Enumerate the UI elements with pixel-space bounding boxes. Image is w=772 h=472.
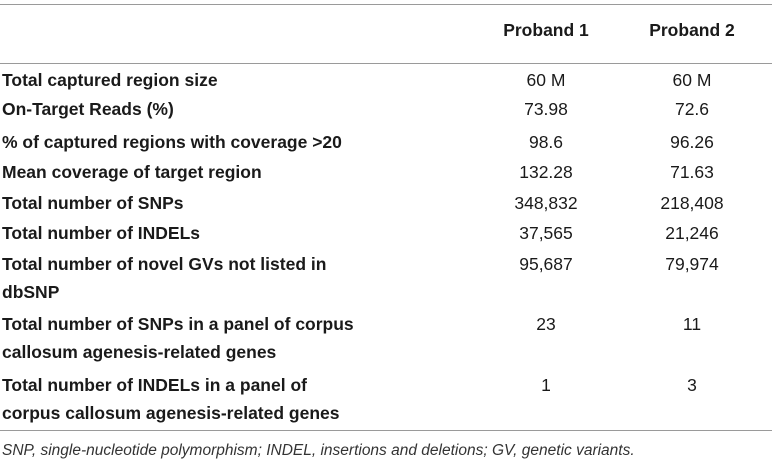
cell-proband-2: 79,974 — [665, 254, 719, 274]
row-label: Total number of novel GVs not listed in … — [2, 253, 462, 303]
row-label: Total captured region size — [2, 69, 462, 91]
row-label: On-Target Reads (%) — [2, 98, 462, 120]
row-label: Total number of INDELs — [2, 222, 462, 244]
column-header-proband-1: Proband 1 — [503, 20, 589, 40]
row-label-line: Total number of SNPs — [2, 193, 184, 213]
row-label-line: Total number of novel GVs not listed in — [2, 254, 327, 274]
cell-proband-2: 21,246 — [665, 223, 719, 243]
cell-proband-2: 218,408 — [660, 193, 724, 213]
row-label-line: callosum agenesis-related genes — [2, 342, 277, 362]
row-label: Total number of INDELs in a panel of cor… — [2, 374, 462, 424]
row-label-line: Total number of INDELs — [2, 223, 201, 243]
row-label-line: Total captured region size — [2, 70, 218, 90]
table-bottom-rule — [0, 430, 772, 431]
cell-proband-1: 95,687 — [519, 254, 573, 274]
row-label-line: dbSNP — [2, 282, 60, 302]
table-top-rule — [0, 4, 772, 5]
table-footnote: SNP, single-nucleotide polymorphism; IND… — [2, 442, 635, 459]
cell-proband-1: 60 M — [526, 70, 566, 90]
table-header-rule — [0, 63, 772, 64]
cell-proband-1: 348,832 — [514, 193, 578, 213]
cell-proband-2: 60 M — [672, 70, 712, 90]
cell-proband-1: 132.28 — [519, 162, 573, 182]
cell-proband-1: 73.98 — [524, 99, 568, 119]
row-label-line: Total number of INDELs in a panel of — [2, 375, 307, 395]
row-label: Total number of SNPs in a panel of corpu… — [2, 313, 462, 363]
cell-proband-1: 1 — [541, 375, 551, 395]
row-label-line: On-Target Reads (%) — [2, 99, 174, 119]
cell-proband-1: 98.6 — [528, 132, 564, 152]
cell-proband-2: 96.26 — [670, 132, 714, 152]
cell-proband-1: 23 — [536, 314, 556, 334]
cell-proband-2: 11 — [682, 314, 702, 334]
cell-proband-1: 37,565 — [519, 223, 573, 243]
cell-proband-2: 71.63 — [670, 162, 714, 182]
row-label-line: corpus callosum agenesis-related genes — [2, 403, 340, 423]
row-label: Mean coverage of target region — [2, 161, 462, 183]
column-header-proband-2: Proband 2 — [649, 20, 735, 40]
row-label-line: Total number of SNPs in a panel of corpu… — [2, 314, 354, 334]
row-label: % of captured regions with coverage >20 — [2, 131, 462, 153]
row-label-line: Mean coverage of target region — [2, 162, 262, 182]
row-label-line: % of captured regions with coverage >20 — [2, 132, 342, 152]
cell-proband-2: 72.6 — [674, 99, 710, 119]
cell-proband-2: 3 — [687, 375, 697, 395]
row-label: Total number of SNPs — [2, 192, 462, 214]
